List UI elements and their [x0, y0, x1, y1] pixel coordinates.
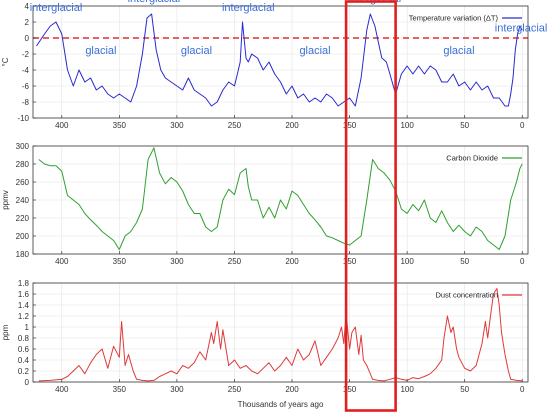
x-tick-label: 50: [460, 385, 469, 394]
legend-entry-label: Temperature variation (ΔT): [409, 14, 499, 23]
x-tick-label: 400: [55, 257, 69, 266]
y-tick-label: 260: [16, 178, 30, 187]
x-tick-label: 300: [170, 121, 184, 130]
x-tick-label: 200: [285, 257, 299, 266]
x-tick-label: 250: [228, 257, 242, 266]
series-line-co2: [38, 147, 523, 250]
x-tick-label: 150: [343, 121, 357, 130]
y-tick-label: 1.8: [18, 279, 30, 288]
x-tick-label: 0: [520, 385, 525, 394]
glacial-annotation: glacial: [443, 45, 474, 57]
x-tick-label: 300: [170, 385, 184, 394]
y-axis-label: ppm: [1, 324, 10, 340]
series-line-temperature: [36, 13, 523, 107]
y-tick-label: -4: [22, 66, 30, 75]
x-tick-label: 350: [113, 121, 127, 130]
x-tick-label: 400: [55, 385, 69, 394]
x-tick-label: 50: [460, 121, 469, 130]
x-tick-label: 100: [400, 121, 414, 130]
y-tick-label: 180: [16, 250, 30, 259]
plot-frame: [32, 282, 529, 383]
x-tick-label: 300: [170, 257, 184, 266]
x-tick-label: 150: [343, 385, 357, 394]
panel-co2: 400 350 300 250 200 150 100 50 0 180 200 220 240 260 2…: [1, 142, 529, 266]
panel-temperature: 400 350 300 250 200 150 100 50 0 -10 -8 -6 -4 -2 0 2 4 °C…: [1, 0, 547, 130]
plot-frame: [32, 5, 529, 119]
glacial-annotation: glacial: [181, 45, 212, 57]
y-tick-label: 0.6: [18, 345, 30, 354]
x-tick-label: 250: [228, 121, 242, 130]
legend: Carbon Dioxide: [446, 154, 522, 163]
series-line-dust: [38, 288, 523, 382]
x-tick-label: 200: [285, 121, 299, 130]
y-axis-label: ppmv: [1, 190, 10, 210]
y-tick-label: 0.8: [18, 334, 30, 343]
x-tick-label: 50: [460, 257, 469, 266]
highlight-box: [344, 0, 397, 412]
interglacial-annotation: interglacial: [30, 2, 83, 14]
x-tick-label: 100: [400, 257, 414, 266]
y-tick-label: 4: [25, 2, 30, 11]
y-tick-label: 1.6: [18, 290, 30, 299]
glacial-annotation: glacial: [85, 45, 116, 57]
y-tick-label: 1: [25, 323, 30, 332]
glacial-annotation: glacial: [299, 45, 330, 57]
y-tick-label: 0: [25, 378, 30, 387]
legend: Dust concentration: [435, 291, 522, 300]
x-tick-label: 200: [285, 385, 299, 394]
x-tick-label: 150: [343, 257, 357, 266]
x-tick-label: 0: [520, 257, 525, 266]
y-axis-label: °C: [1, 57, 10, 66]
y-tick-label: 2: [25, 18, 30, 27]
x-tick-label: 100: [400, 385, 414, 394]
y-tick-label: 0.2: [18, 367, 30, 376]
y-tick-label: 0.4: [18, 356, 30, 365]
y-tick-label: -10: [17, 114, 29, 123]
y-tick-label: -8: [22, 98, 30, 107]
y-tick-label: 240: [16, 196, 30, 205]
legend-entry-label: Carbon Dioxide: [446, 154, 498, 163]
legend: Temperature variation (ΔT): [409, 14, 522, 23]
y-tick-label: 0: [25, 34, 30, 43]
x-tick-label: 250: [228, 385, 242, 394]
y-tick-label: 220: [16, 214, 30, 223]
y-tick-label: 280: [16, 160, 30, 169]
legend-entry-label: Dust concentration: [435, 291, 498, 300]
y-tick-label: 1.4: [18, 301, 30, 310]
y-tick-label: 200: [16, 232, 30, 241]
x-tick-label: 350: [113, 257, 127, 266]
x-axis-label: Thousands of years ago: [238, 400, 324, 409]
interglacial-annotation: interglacial: [128, 0, 181, 5]
y-tick-label: -6: [22, 82, 30, 91]
panel-dust: 400 350 300 250 200 150 100 50 0 0 0.2 0.4 0.6 0.8 1 1.…: [1, 279, 529, 409]
y-tick-label: 300: [16, 142, 30, 151]
y-tick-label: 1.2: [18, 312, 30, 321]
interglacial-annotation: interglacial: [222, 2, 275, 14]
y-tick-label: -2: [22, 50, 30, 59]
x-tick-label: 350: [113, 385, 127, 394]
interglacial-annotation: interglacial: [495, 23, 548, 35]
x-tick-label: 0: [520, 121, 525, 130]
x-tick-label: 400: [55, 121, 69, 130]
